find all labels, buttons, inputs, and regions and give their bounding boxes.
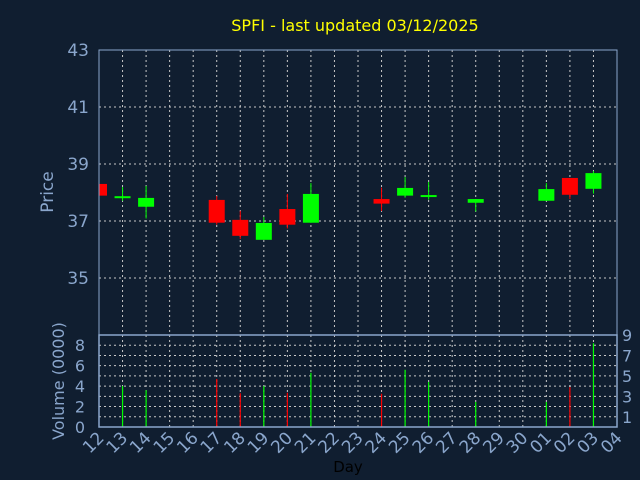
- candle-body: [232, 219, 249, 236]
- candle-body: [373, 199, 390, 204]
- volume-tick-label: 2: [75, 398, 85, 417]
- candle-body: [114, 196, 131, 199]
- price-tick-label: 37: [67, 212, 89, 232]
- price-tick-label: 43: [67, 41, 89, 61]
- candle-body: [397, 187, 414, 196]
- chart-marks: [98, 171, 602, 427]
- tick-labels: 1213141516171819202122232425262728293001…: [67, 41, 632, 458]
- candle-body: [420, 195, 437, 198]
- volume-tick-label: 0: [75, 418, 85, 437]
- volume-tick-label: 1: [622, 408, 632, 427]
- volume-panel-frame: [98, 334, 618, 428]
- candle-body: [467, 199, 484, 203]
- volume-tick-label: 8: [75, 336, 85, 355]
- volume-tick-label: 4: [75, 377, 85, 396]
- price-tick-label: 41: [67, 98, 89, 118]
- price-tick-label: 35: [67, 269, 89, 289]
- x-axis-label: Day: [333, 458, 363, 476]
- candle-body: [585, 173, 602, 189]
- volume-tick-label: 6: [75, 357, 85, 376]
- candle-body: [279, 209, 296, 225]
- candle-body: [302, 193, 319, 223]
- candle-body: [538, 189, 555, 201]
- price-tick-label: 39: [67, 155, 89, 175]
- x-tick-label: 04: [597, 428, 626, 457]
- volume-tick-label: 5: [622, 367, 632, 386]
- candle-body: [255, 222, 272, 240]
- candle-body: [561, 177, 578, 195]
- candle-body: [208, 199, 225, 223]
- candle-body: [99, 183, 107, 196]
- chart-title: SPFI - last updated 03/12/2025: [231, 16, 478, 35]
- volume-tick-label: 7: [622, 346, 632, 365]
- grid-lines: [99, 49, 617, 427]
- candle-body: [138, 197, 155, 207]
- volume-axis-label: Volume (0000): [49, 322, 68, 440]
- volume-tick-label: 3: [622, 387, 632, 406]
- volume-tick-label: 9: [622, 326, 632, 345]
- axes: [98, 49, 618, 428]
- price-axis-label: Price: [38, 171, 58, 212]
